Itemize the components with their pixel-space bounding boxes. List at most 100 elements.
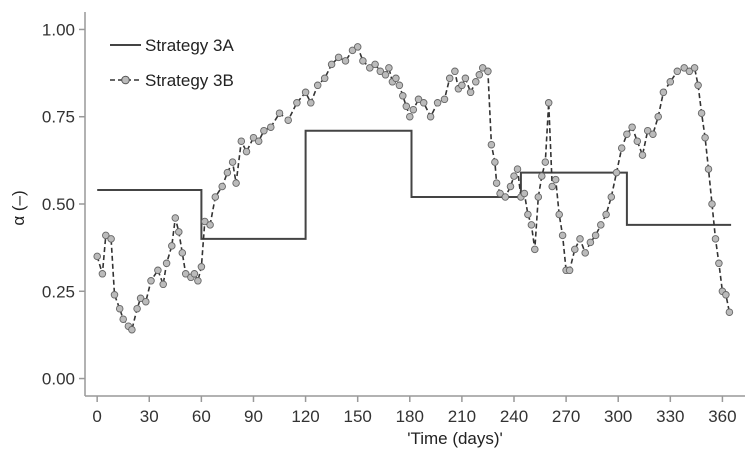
data-point-strategy-3b	[178, 249, 187, 257]
data-point-strategy-3b	[510, 172, 518, 180]
data-point-strategy-3b	[371, 60, 379, 69]
data-point-strategy-3b	[406, 112, 414, 121]
data-point-strategy-3b	[571, 245, 579, 254]
legend-label-strategy-3b: Strategy 3B	[145, 71, 234, 90]
data-point-strategy-3b	[110, 291, 119, 299]
data-point-strategy-3b	[445, 74, 454, 83]
data-point-strategy-3b	[115, 304, 124, 313]
data-point-strategy-3b	[602, 210, 610, 219]
data-point-strategy-3b	[633, 137, 642, 145]
x-tick-label: 360	[708, 407, 736, 426]
data-point-strategy-3b	[107, 235, 115, 243]
data-point-strategy-3b	[376, 67, 385, 76]
data-point-strategy-3b	[159, 280, 167, 289]
data-point-strategy-3b	[102, 231, 110, 240]
data-point-strategy-3b	[341, 57, 350, 65]
data-point-strategy-3b	[690, 64, 699, 72]
data-point-strategy-3b	[353, 43, 362, 51]
data-point-strategy-3b	[249, 133, 258, 142]
data-point-strategy-3b	[617, 144, 626, 152]
data-point-strategy-3b	[142, 297, 150, 306]
x-tick-label: 270	[552, 407, 580, 426]
data-point-strategy-3b	[201, 217, 209, 226]
data-point-strategy-3b	[591, 231, 600, 240]
series-layer	[93, 43, 734, 334]
data-point-strategy-3b	[190, 270, 199, 278]
data-point-strategy-3b	[673, 67, 682, 76]
data-point-strategy-3b	[531, 245, 539, 254]
data-point-strategy-3b	[168, 242, 176, 250]
legend: Strategy 3A Strategy 3B	[110, 36, 234, 90]
data-point-strategy-3b	[628, 123, 636, 131]
data-point-strategy-3b	[267, 123, 275, 131]
data-point-strategy-3b	[232, 179, 240, 187]
data-point-strategy-3b	[320, 74, 329, 83]
data-point-strategy-3b	[93, 252, 101, 261]
data-point-strategy-3b	[501, 193, 510, 201]
data-point-strategy-3b	[680, 64, 688, 72]
data-point-strategy-3b	[254, 137, 263, 145]
data-point-strategy-3b	[211, 193, 220, 201]
x-tick-label: 210	[448, 407, 476, 426]
data-point-strategy-3b	[154, 266, 162, 275]
x-tick-label: 300	[604, 407, 632, 426]
data-point-strategy-3b	[313, 81, 322, 90]
data-point-strategy-3b	[366, 64, 374, 72]
legend-marker-strategy-3b	[121, 75, 130, 85]
data-point-strategy-3b	[715, 259, 723, 268]
data-point-strategy-3b	[643, 126, 652, 135]
data-point-strategy-3b	[461, 74, 470, 83]
data-point-strategy-3b	[612, 168, 621, 177]
data-point-strategy-3b	[581, 249, 589, 257]
data-point-strategy-3b	[409, 105, 418, 114]
x-axis-title: 'Time (days)'	[407, 429, 503, 448]
data-point-strategy-3b	[218, 182, 226, 191]
data-point-strategy-3b	[194, 277, 202, 285]
y-axis-ticks: 0.00 0.25 0.50 0.75 1.00	[42, 20, 85, 389]
y-tick-label: 0.00	[42, 370, 75, 389]
data-point-strategy-3b	[119, 315, 127, 323]
x-tick-label: 30	[140, 407, 159, 426]
data-point-strategy-3b	[402, 102, 411, 111]
data-point-strategy-3b	[147, 277, 155, 285]
data-point-strategy-3b	[171, 214, 180, 222]
data-point-strategy-3b	[492, 179, 501, 187]
data-point-strategy-3b	[440, 95, 449, 104]
data-point-strategy-3b	[451, 67, 459, 76]
legend-label-strategy-3a: Strategy 3A	[145, 36, 234, 55]
data-point-strategy-3b	[399, 92, 407, 100]
x-tick-label: 120	[291, 407, 319, 426]
data-point-strategy-3b	[348, 46, 357, 55]
data-point-strategy-3b	[544, 99, 553, 107]
data-point-strategy-3b	[293, 99, 301, 107]
data-point-strategy-3b	[659, 88, 668, 97]
data-point-strategy-3b	[565, 266, 574, 275]
data-point-strategy-3b	[128, 325, 136, 334]
data-point-strategy-3b	[541, 158, 550, 166]
data-point-strategy-3b	[666, 78, 675, 86]
data-point-strategy-3b	[136, 294, 145, 303]
data-point-strategy-3b	[478, 64, 487, 72]
series-line-strategy-3a	[97, 129, 732, 240]
data-point-strategy-3b	[385, 64, 393, 72]
data-point-strategy-3b	[334, 53, 343, 62]
data-point-strategy-3b	[484, 67, 492, 76]
data-point-strategy-3b	[392, 74, 400, 83]
data-point-strategy-3b	[395, 81, 404, 90]
data-point-strategy-3b	[524, 210, 532, 219]
data-point-strategy-3b	[381, 71, 390, 79]
data-point-strategy-3b	[414, 95, 423, 104]
data-point-strategy-3b	[487, 140, 496, 149]
data-point-strategy-3b	[275, 109, 284, 117]
data-point-strategy-3b	[327, 60, 336, 69]
data-point-strategy-3b	[223, 168, 232, 177]
data-point-strategy-3b	[419, 99, 428, 107]
data-point-strategy-3b	[725, 308, 734, 316]
data-point-strategy-3b	[98, 270, 107, 278]
data-point-strategy-3b	[597, 221, 605, 229]
data-point-strategy-3b	[708, 200, 716, 208]
data-point-strategy-3b	[701, 133, 709, 142]
data-point-strategy-3b	[506, 182, 515, 191]
data-point-strategy-3b	[704, 165, 713, 173]
